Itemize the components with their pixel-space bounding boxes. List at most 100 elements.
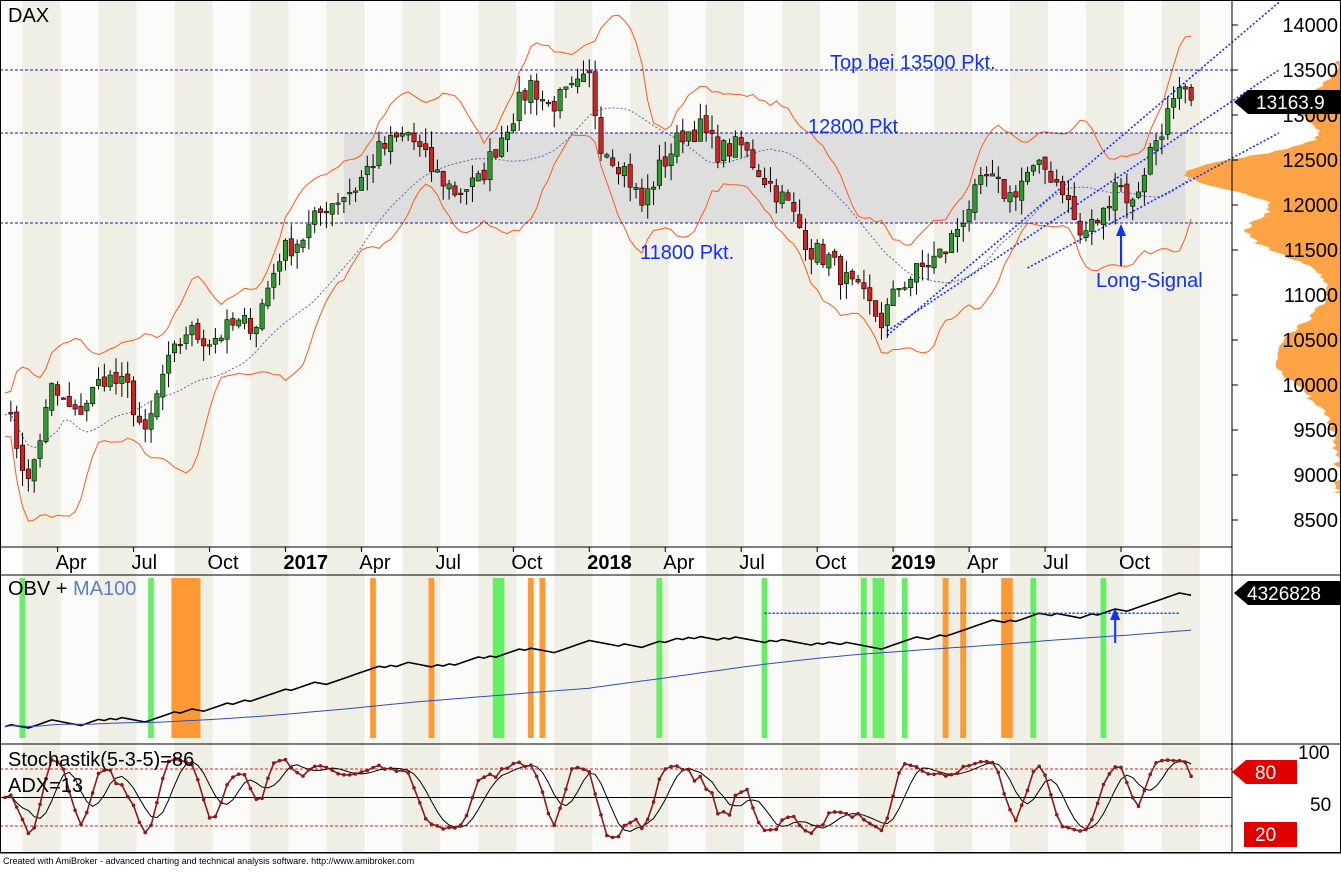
candle-body [429,147,435,172]
stoch-k-point [523,764,527,769]
stoch-k-point [996,770,1001,775]
candle-body [791,202,797,212]
price-axis-label: 10500 [1282,330,1338,352]
stoch-k-point [301,774,305,778]
candle-body [534,80,540,100]
stoch-k-point [704,787,708,791]
stoch-k-point [1177,758,1182,763]
candle-body [388,135,394,152]
stoch-k-point [254,797,259,802]
stoch-k-point [131,803,136,808]
stoch-k-point [488,772,492,777]
candle-body [703,115,709,134]
candle-body [557,89,563,112]
month-band [22,0,61,853]
candle-body [1083,230,1089,239]
stoch-k-point [307,768,311,772]
candle-body [195,323,201,340]
stoch-k-point [1107,772,1112,776]
candle-body [516,91,522,121]
last-price-value: 13163.9 [1256,93,1325,114]
candle-body [651,186,657,190]
stoch-k-point [669,764,673,769]
candle-body [20,444,26,471]
stoch-k-point [844,811,849,816]
stoch-k-point [581,767,586,772]
x-axis-label: 2019 [891,552,936,574]
stoch-k-point [686,767,691,772]
candle-body [90,387,96,405]
stoch-k-point [336,771,340,776]
stoch-k-point [120,783,124,787]
stoch-k-point [342,772,346,777]
candle-body [586,70,592,74]
stoch-k-point [862,817,866,822]
candle-body [814,242,820,263]
stoch-k-point [1037,764,1042,769]
candle-body [452,185,458,196]
stoch-k-point [1054,812,1059,817]
candle-body [247,318,253,334]
level-label-top: Top bei 13500 Pkt. [830,52,996,74]
stoch-k-point [178,758,183,763]
candle-body [160,373,166,398]
candle-body [744,142,750,151]
candle-body [1013,191,1019,198]
candle-body [1112,182,1118,211]
obv-signal-bar [527,578,534,738]
stoch-k-point [932,772,936,777]
candle-body [937,248,943,258]
candle-body [1030,165,1036,172]
x-axis-label: Oct [1119,552,1151,574]
obv-signal-bar [370,578,376,738]
candle-body [1054,179,1060,183]
stoch-tick-50: 50 [1310,795,1331,816]
stoch-k-point [675,764,679,768]
price-axis-label: 9000 [1294,465,1339,487]
candle-body [855,279,861,283]
stoch-k-point [55,760,60,764]
stoch-k-point [938,771,942,775]
stoch-k-point [20,817,25,822]
stoch-k-point [1095,801,1100,806]
x-axis-label: Apr [663,552,694,574]
stoch-k-point [388,766,393,771]
candle-body [1071,196,1077,220]
obv-signal-bar [492,578,505,738]
stoch-k-point [564,787,568,792]
stoch-k-point [645,817,650,822]
candle-body [639,187,645,206]
price-axis-label: 11500 [1284,240,1338,262]
stoch-k-point [499,767,504,771]
candle-body [469,177,475,187]
candle-body [510,123,516,132]
stoch-k-point [721,809,726,814]
candle-body [353,190,359,193]
stoch-k-point [914,765,919,769]
candle-body [1025,171,1031,182]
stoch-k-point [1113,765,1117,769]
stoch-k-point [32,826,37,830]
stoch-k-point [242,772,247,777]
candle-body [995,176,1001,179]
stoch-k-point [44,776,48,781]
obv-line [4,592,1192,729]
volume-profile [1183,61,1341,493]
candle-body [592,71,598,117]
candle-body [849,270,855,280]
candle-body [896,288,902,291]
stoch-level-80: 80 [1255,763,1276,784]
candle-body [142,419,148,430]
obv-signal-bar [148,578,154,738]
candle-body [43,406,49,442]
obv-signal-bar [1100,578,1107,738]
candle-body [686,131,692,142]
stoch-k-point [1183,760,1188,765]
x-axis-label: Apr [56,552,87,574]
stoch-k-point [9,793,13,797]
stoch-k-point [552,823,557,828]
obv-signal-bar [1001,578,1013,738]
stoch-k-point [289,766,294,770]
stoch-k-point [1136,804,1141,809]
